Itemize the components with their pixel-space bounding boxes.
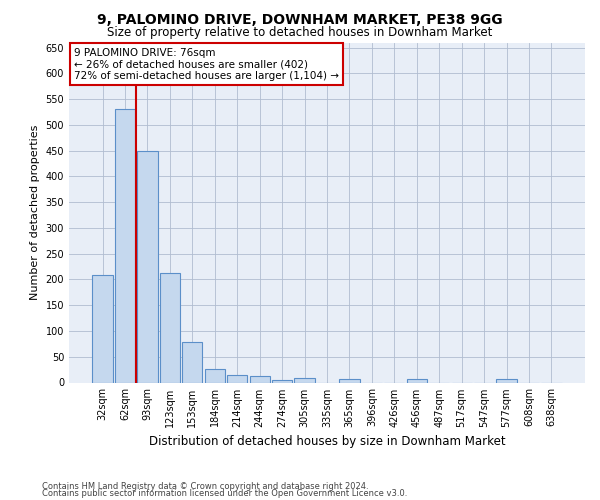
Bar [160, 274, 180, 382]
X-axis label: Distribution of detached houses by size in Downham Market: Distribution of detached houses by size … [149, 435, 505, 448]
Bar [182, 342, 202, 382]
Bar [92, 276, 113, 382]
Bar [250, 376, 270, 382]
Y-axis label: Number of detached properties: Number of detached properties [30, 125, 40, 300]
Bar [295, 378, 314, 382]
Bar [227, 375, 247, 382]
Text: 9 PALOMINO DRIVE: 76sqm
← 26% of detached houses are smaller (402)
72% of semi-d: 9 PALOMINO DRIVE: 76sqm ← 26% of detache… [74, 48, 339, 81]
Bar [115, 110, 135, 382]
Text: Size of property relative to detached houses in Downham Market: Size of property relative to detached ho… [107, 26, 493, 39]
Text: Contains public sector information licensed under the Open Government Licence v3: Contains public sector information licen… [42, 489, 407, 498]
Text: 9, PALOMINO DRIVE, DOWNHAM MARKET, PE38 9GG: 9, PALOMINO DRIVE, DOWNHAM MARKET, PE38 … [97, 12, 503, 26]
Bar [496, 380, 517, 382]
Bar [137, 150, 158, 382]
Text: Contains HM Land Registry data © Crown copyright and database right 2024.: Contains HM Land Registry data © Crown c… [42, 482, 368, 491]
Bar [340, 380, 359, 382]
Bar [272, 380, 292, 382]
Bar [205, 369, 225, 382]
Bar [407, 380, 427, 382]
